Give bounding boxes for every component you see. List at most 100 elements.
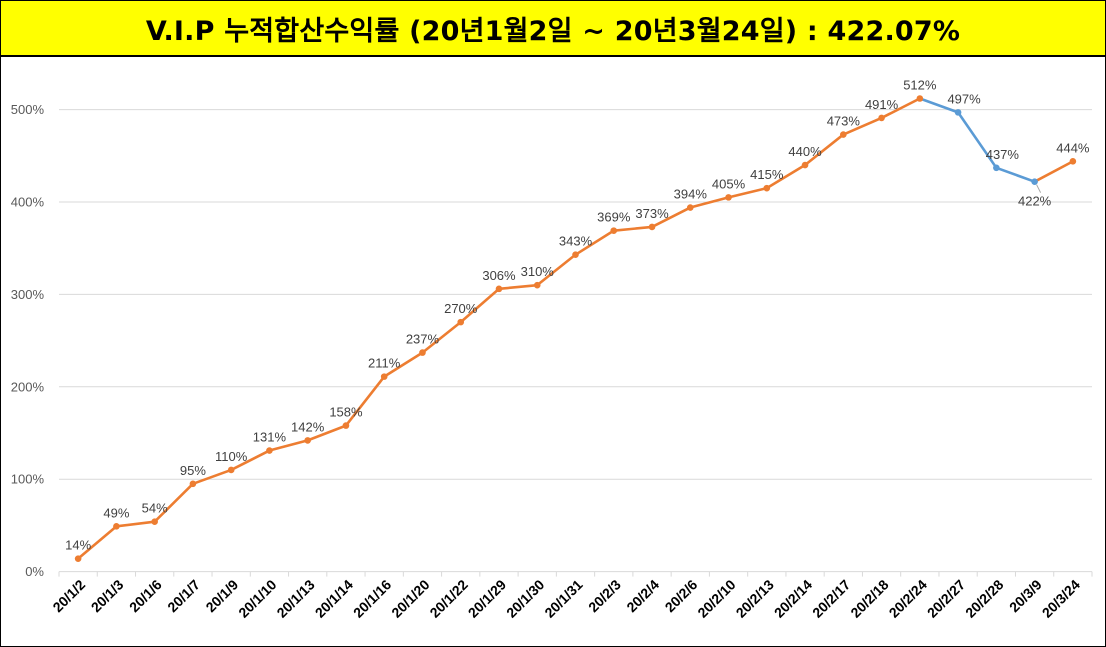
data-label: 306%: [482, 268, 516, 283]
data-label: 512%: [903, 78, 937, 93]
x-tick-label: 20/1/3: [88, 576, 127, 615]
data-label: 310%: [521, 264, 555, 279]
x-tick-label: 20/1/29: [465, 576, 509, 620]
data-point: [572, 251, 579, 258]
y-tick-label: 400%: [11, 195, 45, 210]
data-point: [266, 447, 273, 454]
x-tick-label: 20/2/10: [694, 576, 738, 620]
data-point: [533, 281, 541, 289]
data-point: [342, 422, 350, 429]
data-point: [878, 114, 885, 122]
data-label: 95%: [180, 463, 206, 478]
leader-line: [1036, 184, 1042, 193]
data-label: 211%: [368, 356, 401, 371]
y-tick-label: 500%: [11, 102, 45, 117]
x-tick-label: 20/2/13: [733, 576, 777, 620]
x-tick-label: 20/1/7: [164, 576, 203, 615]
x-tick-label: 20/1/6: [126, 576, 165, 615]
x-tick-label: 20/2/14: [771, 576, 815, 620]
series-segment: [727, 186, 769, 199]
data-point: [189, 480, 197, 488]
data-label: 422%: [1018, 194, 1052, 209]
x-tick-label: 20/1/20: [388, 576, 432, 620]
series-segment: [268, 439, 309, 452]
x-tick-label: 20/1/30: [503, 576, 547, 620]
data-label: 437%: [986, 147, 1020, 162]
data-point: [304, 437, 311, 444]
series-segment: [306, 424, 348, 442]
x-tick-label: 20/2/18: [847, 576, 891, 620]
series-segment: [918, 97, 960, 114]
series-segment: [1033, 160, 1075, 183]
data-point: [227, 466, 235, 474]
data-point: [801, 161, 809, 169]
series-segment: [344, 375, 386, 427]
x-tick-label: 20/2/17: [809, 576, 853, 620]
y-tick-label: 100%: [11, 472, 45, 487]
x-tick-label: 20/2/4: [623, 576, 662, 615]
series-segment: [995, 166, 1036, 183]
data-label: 142%: [291, 419, 325, 434]
data-label: 473%: [827, 114, 861, 129]
series-segment: [765, 163, 807, 190]
data-point: [648, 223, 656, 231]
data-point: [1069, 158, 1077, 165]
data-label: 373%: [635, 206, 669, 221]
data-point: [725, 194, 732, 201]
data-point: [610, 227, 618, 234]
series-segment: [421, 320, 463, 354]
data-label: 444%: [1056, 140, 1090, 155]
series-segment: [956, 111, 998, 170]
x-tick-label: 20/3/24: [1039, 576, 1083, 620]
data-label: 415%: [750, 167, 784, 182]
y-tick-label: 200%: [11, 379, 45, 394]
series-segment: [535, 253, 577, 287]
x-tick-label: 20/2/27: [924, 576, 968, 620]
y-tick-label: 0%: [25, 564, 44, 579]
x-tick-label: 20/1/16: [350, 576, 394, 620]
series-segment: [76, 525, 118, 560]
data-point: [840, 131, 847, 138]
series-segment: [842, 116, 883, 136]
data-point: [151, 518, 158, 526]
series-segment: [459, 287, 501, 324]
data-label: 14%: [65, 538, 91, 553]
data-point: [457, 318, 465, 326]
x-tick-label: 20/1/14: [312, 576, 356, 620]
x-tick-label: 20/1/22: [426, 576, 470, 620]
data-point: [113, 523, 120, 530]
series-segment: [115, 520, 156, 528]
series-segment: [688, 196, 730, 209]
series-segment: [229, 449, 271, 472]
data-point: [993, 164, 1000, 172]
x-tick-label: 20/1/10: [235, 576, 279, 620]
series-segment: [880, 97, 922, 120]
data-point: [763, 184, 771, 192]
data-label: 110%: [215, 449, 248, 464]
x-tick-label: 20/2/28: [962, 576, 1006, 620]
data-label: 491%: [865, 97, 899, 112]
x-tick-label: 20/1/13: [273, 576, 317, 620]
data-label: 394%: [674, 187, 708, 202]
chart-title: V.I.P 누적합산수익률 (20년1월2일 ~ 20년3월24일) : 422…: [145, 15, 961, 47]
data-point: [495, 285, 503, 293]
data-point: [380, 373, 388, 380]
series-segment: [650, 206, 692, 229]
data-label: 343%: [559, 234, 593, 249]
data-point: [419, 349, 426, 356]
data-point: [954, 109, 962, 116]
series-segment: [497, 283, 539, 291]
series-segment: [382, 351, 424, 378]
data-label: 158%: [329, 405, 363, 420]
data-point: [686, 204, 694, 211]
data-label: 54%: [142, 501, 168, 516]
data-label: 270%: [444, 301, 478, 316]
data-point: [916, 95, 924, 102]
data-label: 440%: [788, 144, 822, 159]
series-segment: [153, 482, 195, 524]
x-tick-label: 20/2/24: [886, 576, 930, 620]
y-tick-label: 300%: [11, 287, 45, 302]
x-tick-label: 20/2/3: [585, 576, 624, 615]
